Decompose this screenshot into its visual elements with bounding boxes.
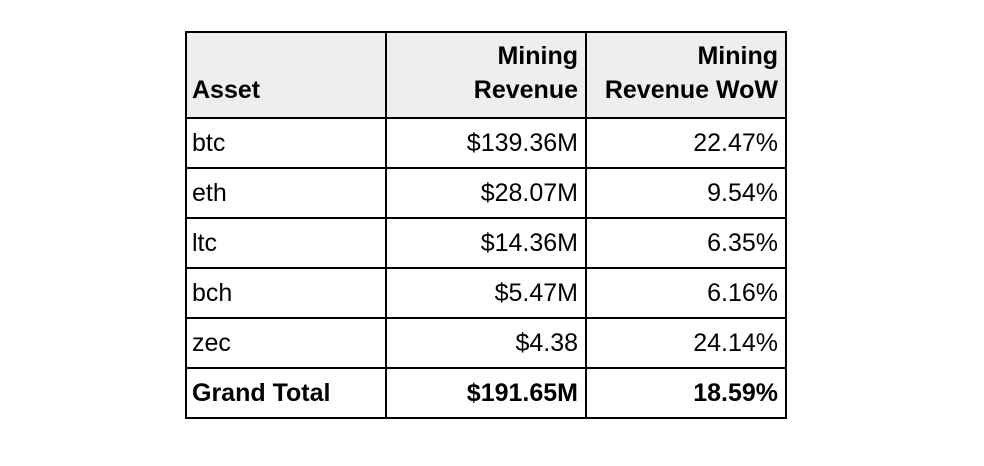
cell-asset: zec: [185, 317, 387, 369]
cell-asset: eth: [185, 167, 387, 219]
cell-mining-revenue: $5.47M: [385, 267, 587, 319]
header-mining-revenue-wow-line-1: Mining: [697, 42, 778, 70]
cell-mining-revenue-wow: 6.16%: [585, 267, 787, 319]
cell-asset: bch: [185, 267, 387, 319]
table-row: zec $4.38 24.14%: [185, 317, 787, 369]
cell-mining-revenue-wow: 6.35%: [585, 217, 787, 269]
cell-total-mining-revenue-wow: 18.59%: [585, 367, 787, 419]
cell-mining-revenue-wow: 9.54%: [585, 167, 787, 219]
mining-revenue-table: Asset Mining Revenue Mining Revenue WoW …: [185, 31, 787, 419]
table-row: ltc $14.36M 6.35%: [185, 217, 787, 269]
table-row: eth $28.07M 9.54%: [185, 167, 787, 219]
cell-mining-revenue: $14.36M: [385, 217, 587, 269]
cell-total-mining-revenue: $191.65M: [385, 367, 587, 419]
cell-asset: btc: [185, 117, 387, 169]
table-row: btc $139.36M 22.47%: [185, 117, 787, 169]
cell-mining-revenue: $4.38: [385, 317, 587, 369]
table-row: bch $5.47M 6.16%: [185, 267, 787, 319]
header-mining-revenue-line-1: Mining: [497, 42, 578, 70]
cell-mining-revenue-wow: 24.14%: [585, 317, 787, 369]
header-mining-revenue-wow: Mining Revenue WoW: [585, 31, 787, 119]
grand-total-row: Grand Total $191.65M 18.59%: [185, 367, 787, 419]
cell-mining-revenue: $28.07M: [385, 167, 587, 219]
header-asset-line: Asset: [192, 76, 261, 104]
cell-mining-revenue: $139.36M: [385, 117, 587, 169]
cell-asset: ltc: [185, 217, 387, 269]
cell-mining-revenue-wow: 22.47%: [585, 117, 787, 169]
header-row: Asset Mining Revenue Mining Revenue WoW: [185, 31, 787, 119]
header-asset: Asset: [185, 31, 387, 119]
header-mining-revenue-line-2: Revenue: [473, 76, 578, 104]
header-mining-revenue-wow-line-2: Revenue WoW: [604, 76, 778, 104]
cell-total-label: Grand Total: [185, 367, 387, 419]
header-mining-revenue: Mining Revenue: [385, 31, 587, 119]
